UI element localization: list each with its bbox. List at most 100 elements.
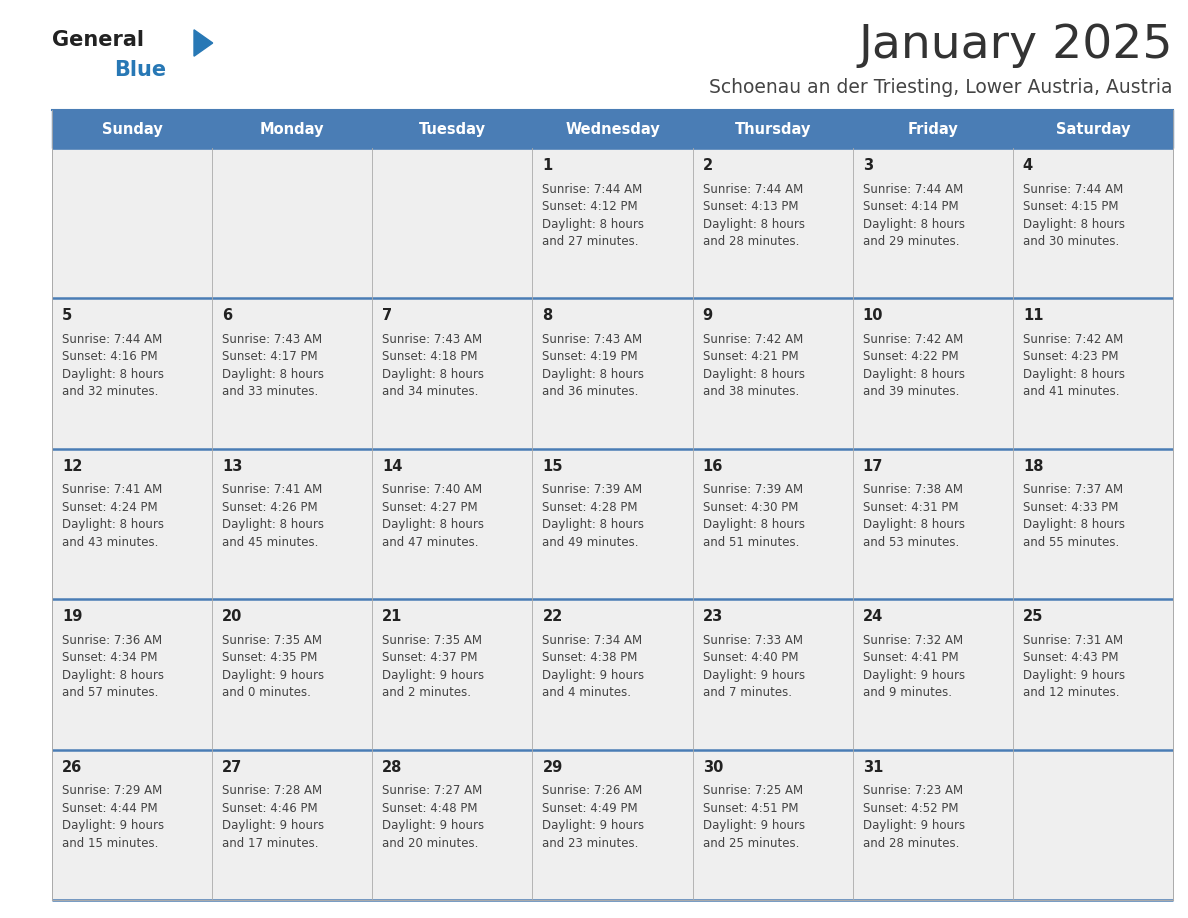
Text: and 41 minutes.: and 41 minutes.: [1023, 386, 1119, 398]
Bar: [853, 750, 1013, 900]
Text: Daylight: 8 hours: Daylight: 8 hours: [62, 368, 164, 381]
Text: 28: 28: [383, 759, 403, 775]
Bar: [52, 449, 213, 599]
Text: Daylight: 8 hours: Daylight: 8 hours: [1023, 218, 1125, 230]
Text: Sunrise: 7:39 AM: Sunrise: 7:39 AM: [543, 483, 643, 497]
Text: Sunrise: 7:44 AM: Sunrise: 7:44 AM: [862, 183, 963, 196]
Text: Sunset: 4:26 PM: Sunset: 4:26 PM: [222, 501, 317, 514]
Text: Daylight: 8 hours: Daylight: 8 hours: [543, 368, 644, 381]
Text: Sunset: 4:19 PM: Sunset: 4:19 PM: [543, 351, 638, 364]
Text: Sunset: 4:46 PM: Sunset: 4:46 PM: [222, 801, 317, 814]
Bar: [52, 148, 213, 298]
Text: Thursday: Thursday: [734, 121, 811, 137]
Text: Sunset: 4:24 PM: Sunset: 4:24 PM: [62, 501, 158, 514]
Text: 6: 6: [222, 308, 233, 323]
Text: Daylight: 8 hours: Daylight: 8 hours: [702, 519, 804, 532]
Text: Sunset: 4:49 PM: Sunset: 4:49 PM: [543, 801, 638, 814]
Bar: [213, 449, 372, 599]
Text: Daylight: 9 hours: Daylight: 9 hours: [543, 668, 645, 682]
Text: Daylight: 9 hours: Daylight: 9 hours: [62, 819, 164, 832]
Text: Sunset: 4:43 PM: Sunset: 4:43 PM: [1023, 651, 1118, 665]
Text: Sunrise: 7:27 AM: Sunrise: 7:27 AM: [383, 784, 482, 797]
Text: and 4 minutes.: and 4 minutes.: [543, 686, 632, 700]
Bar: [213, 750, 372, 900]
Bar: [1013, 599, 1173, 750]
Text: Sunset: 4:44 PM: Sunset: 4:44 PM: [62, 801, 158, 814]
Text: Daylight: 8 hours: Daylight: 8 hours: [543, 519, 644, 532]
Text: Sunrise: 7:44 AM: Sunrise: 7:44 AM: [1023, 183, 1123, 196]
Text: 19: 19: [62, 610, 82, 624]
Bar: [52, 110, 1173, 148]
Text: Sunset: 4:17 PM: Sunset: 4:17 PM: [222, 351, 317, 364]
Bar: [372, 750, 532, 900]
Text: Sunset: 4:33 PM: Sunset: 4:33 PM: [1023, 501, 1118, 514]
Text: Sunrise: 7:35 AM: Sunrise: 7:35 AM: [222, 633, 322, 646]
Text: Daylight: 8 hours: Daylight: 8 hours: [383, 368, 485, 381]
Text: 31: 31: [862, 759, 883, 775]
Text: Sunrise: 7:44 AM: Sunrise: 7:44 AM: [62, 333, 163, 346]
Text: Sunrise: 7:41 AM: Sunrise: 7:41 AM: [222, 483, 322, 497]
Text: Sunrise: 7:33 AM: Sunrise: 7:33 AM: [702, 633, 803, 646]
Text: 10: 10: [862, 308, 883, 323]
Text: Sunset: 4:52 PM: Sunset: 4:52 PM: [862, 801, 959, 814]
Bar: [853, 298, 1013, 449]
Text: 7: 7: [383, 308, 392, 323]
Text: Friday: Friday: [908, 121, 959, 137]
Text: Sunset: 4:21 PM: Sunset: 4:21 PM: [702, 351, 798, 364]
Text: 17: 17: [862, 459, 883, 474]
Text: Sunrise: 7:26 AM: Sunrise: 7:26 AM: [543, 784, 643, 797]
Text: Sunrise: 7:41 AM: Sunrise: 7:41 AM: [62, 483, 163, 497]
Text: Daylight: 8 hours: Daylight: 8 hours: [1023, 519, 1125, 532]
Bar: [213, 298, 372, 449]
Bar: [532, 599, 693, 750]
Text: 30: 30: [702, 759, 723, 775]
Text: 21: 21: [383, 610, 403, 624]
Text: Sunrise: 7:38 AM: Sunrise: 7:38 AM: [862, 483, 962, 497]
Text: and 27 minutes.: and 27 minutes.: [543, 235, 639, 248]
Text: Daylight: 8 hours: Daylight: 8 hours: [862, 519, 965, 532]
Bar: [693, 750, 853, 900]
Text: 29: 29: [543, 759, 563, 775]
Text: and 0 minutes.: and 0 minutes.: [222, 686, 311, 700]
Bar: [1013, 148, 1173, 298]
Text: Blue: Blue: [114, 60, 166, 80]
Text: Daylight: 9 hours: Daylight: 9 hours: [383, 668, 485, 682]
Text: Sunrise: 7:31 AM: Sunrise: 7:31 AM: [1023, 633, 1123, 646]
Text: and 51 minutes.: and 51 minutes.: [702, 536, 800, 549]
Polygon shape: [194, 29, 213, 56]
Text: Sunset: 4:23 PM: Sunset: 4:23 PM: [1023, 351, 1118, 364]
Text: Sunrise: 7:39 AM: Sunrise: 7:39 AM: [702, 483, 803, 497]
Bar: [372, 148, 532, 298]
Text: and 20 minutes.: and 20 minutes.: [383, 836, 479, 849]
Text: 11: 11: [1023, 308, 1043, 323]
Text: Sunrise: 7:43 AM: Sunrise: 7:43 AM: [383, 333, 482, 346]
Text: 14: 14: [383, 459, 403, 474]
Text: Daylight: 8 hours: Daylight: 8 hours: [222, 368, 324, 381]
Bar: [372, 298, 532, 449]
Text: 12: 12: [62, 459, 82, 474]
Text: and 29 minutes.: and 29 minutes.: [862, 235, 959, 248]
Text: and 28 minutes.: and 28 minutes.: [702, 235, 800, 248]
Text: Daylight: 8 hours: Daylight: 8 hours: [543, 218, 644, 230]
Text: Sunset: 4:41 PM: Sunset: 4:41 PM: [862, 651, 959, 665]
Text: Sunrise: 7:37 AM: Sunrise: 7:37 AM: [1023, 483, 1123, 497]
Bar: [532, 298, 693, 449]
Text: Sunset: 4:30 PM: Sunset: 4:30 PM: [702, 501, 798, 514]
Text: 16: 16: [702, 459, 723, 474]
Text: Monday: Monday: [260, 121, 324, 137]
Text: 23: 23: [702, 610, 722, 624]
Text: Sunrise: 7:43 AM: Sunrise: 7:43 AM: [222, 333, 322, 346]
Text: 8: 8: [543, 308, 552, 323]
Text: 20: 20: [222, 610, 242, 624]
Text: and 12 minutes.: and 12 minutes.: [1023, 686, 1119, 700]
Text: and 9 minutes.: and 9 minutes.: [862, 686, 952, 700]
Text: Sunset: 4:51 PM: Sunset: 4:51 PM: [702, 801, 798, 814]
Bar: [52, 298, 213, 449]
Text: and 38 minutes.: and 38 minutes.: [702, 386, 798, 398]
Text: Daylight: 9 hours: Daylight: 9 hours: [222, 819, 324, 832]
Text: Tuesday: Tuesday: [419, 121, 486, 137]
Text: Daylight: 9 hours: Daylight: 9 hours: [702, 819, 804, 832]
Text: Sunset: 4:12 PM: Sunset: 4:12 PM: [543, 200, 638, 213]
Text: 1: 1: [543, 158, 552, 173]
Bar: [853, 599, 1013, 750]
